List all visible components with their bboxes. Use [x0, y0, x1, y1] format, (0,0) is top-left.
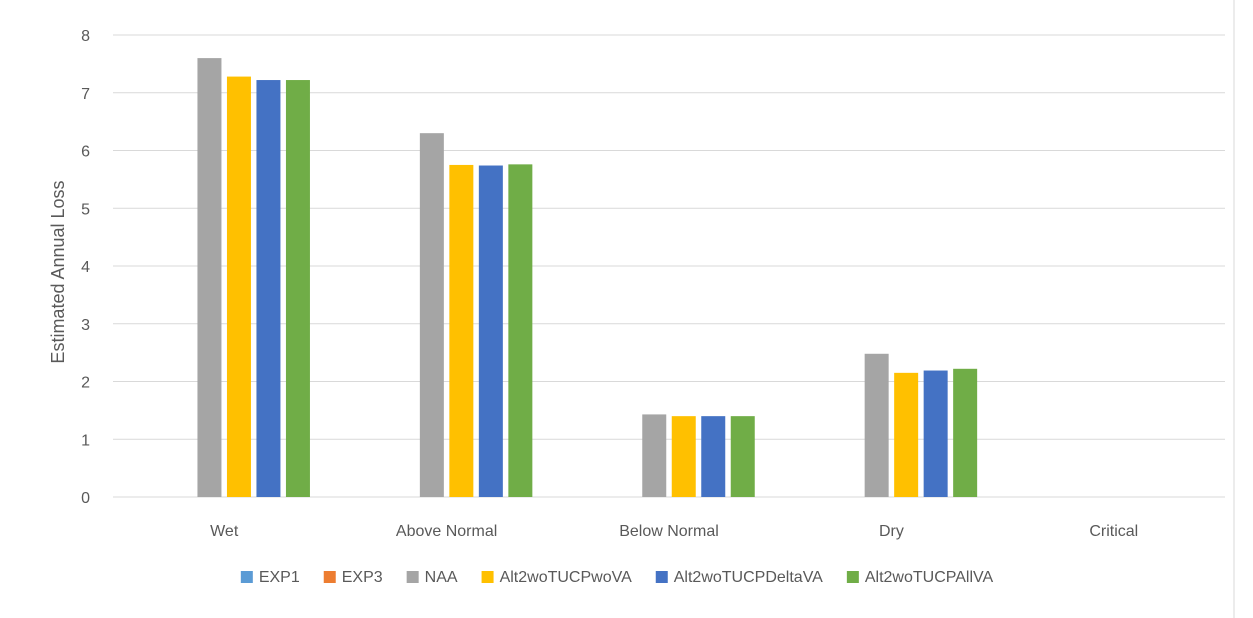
y-tick-label: 1	[81, 432, 90, 449]
bar-alt2wotucpwova-above-normal	[449, 164, 474, 497]
y-tick-label: 0	[81, 490, 90, 507]
bar-alt2wotucpallva-dry	[953, 368, 978, 497]
bar-naa-wet	[197, 58, 222, 497]
legend-item-exp3[interactable]: EXP3	[323, 569, 383, 586]
bar-alt2wotucpwova-dry	[894, 372, 919, 497]
bar-alt2wotucpallva-wet	[285, 80, 310, 498]
x-tick-label: Below Normal	[619, 523, 719, 540]
bar-alt2wotucpdeltava-dry	[923, 370, 948, 497]
x-tick-label: Above Normal	[396, 523, 497, 540]
y-tick-label: 6	[81, 144, 90, 161]
legend-swatch	[655, 571, 668, 583]
legend-swatch	[406, 571, 419, 583]
legend-item-exp1[interactable]: EXP1	[240, 569, 300, 586]
bars	[197, 58, 978, 498]
x-tick-label: Dry	[879, 523, 904, 540]
bar-alt2wotucpdeltava-below-normal	[701, 416, 726, 497]
x-tick-label: Critical	[1089, 523, 1138, 540]
legend-label: Alt2woTUCPAllVA	[865, 569, 994, 586]
legend-swatch	[323, 571, 336, 583]
legend-item-alt2wotucpallva[interactable]: Alt2woTUCPAllVA	[846, 569, 994, 586]
y-tick-label: 5	[81, 201, 90, 218]
y-tick-label: 8	[81, 28, 90, 45]
legend-swatch	[240, 571, 253, 583]
y-tick-label: 2	[81, 375, 90, 392]
legend-label: NAA	[425, 569, 458, 586]
legend-label: Alt2woTUCPDeltaVA	[674, 569, 823, 586]
legend-item-alt2wotucpdeltava[interactable]: Alt2woTUCPDeltaVA	[655, 569, 823, 586]
legend-label: EXP1	[259, 569, 300, 586]
bar-naa-dry	[864, 353, 889, 497]
bar-naa-below-normal	[642, 414, 667, 497]
y-tick-label: 3	[81, 317, 90, 334]
legend-label: Alt2woTUCPwoVA	[500, 569, 633, 586]
x-tick-label: Wet	[210, 523, 239, 540]
bar-alt2wotucpallva-below-normal	[730, 416, 755, 497]
y-tick-label: 7	[81, 86, 90, 103]
legend-item-naa[interactable]: NAA	[406, 569, 458, 586]
legend-item-alt2wotucpwova[interactable]: Alt2woTUCPwoVA	[481, 569, 633, 586]
bar-alt2wotucpallva-above-normal	[508, 164, 533, 498]
legend-swatch	[481, 571, 494, 583]
bar-alt2wotucpwova-wet	[226, 76, 251, 497]
legend[interactable]: EXP1 EXP3 NAA Alt2woTUCPwoVA Alt2woTUCPDelta…	[240, 569, 994, 586]
x-axis-ticks: Wet Above Normal Below Normal Dry Critical	[210, 523, 1138, 540]
bar-naa-above-normal	[419, 133, 444, 498]
bar-alt2wotucpdeltava-wet	[256, 80, 281, 498]
legend-swatch	[846, 571, 859, 583]
y-axis-ticks: 0 1 2 3 4 5 6 7 8	[81, 28, 90, 507]
bar-alt2wotucpdeltava-above-normal	[478, 165, 503, 497]
legend-label: EXP3	[342, 569, 383, 586]
y-axis-title: Estimated Annual Loss	[48, 180, 68, 363]
y-tick-label: 4	[81, 259, 90, 276]
bar-alt2wotucpwova-below-normal	[671, 416, 696, 497]
